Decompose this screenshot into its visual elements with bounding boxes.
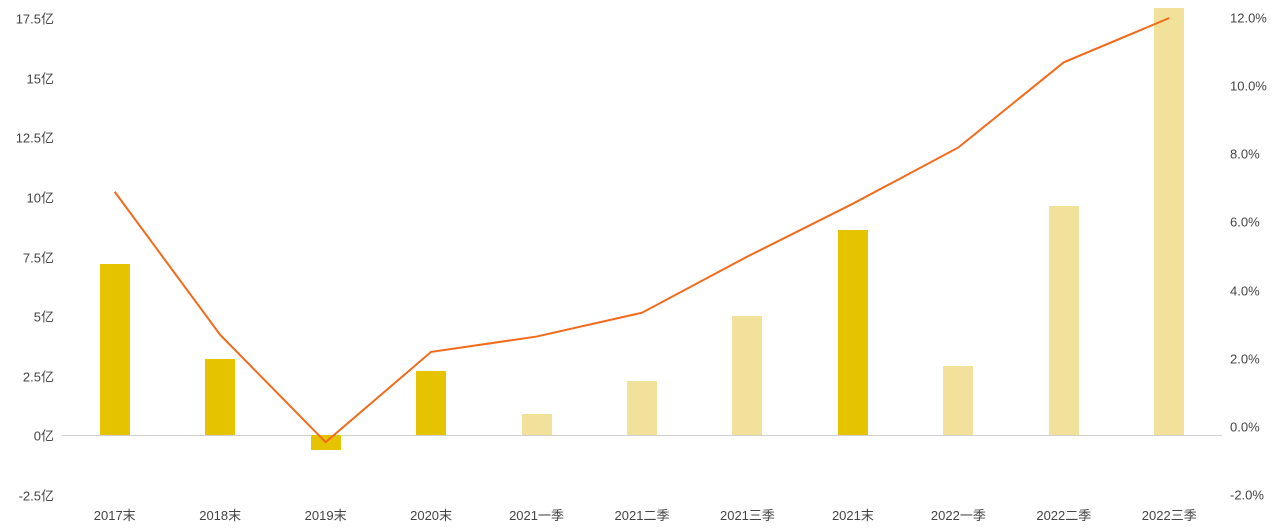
bar [100,264,130,436]
y-left-tick-label: 15亿 [27,68,54,87]
y-left-tick-label: 2.5亿 [23,366,54,385]
y-right-tick-label: 8.0% [1230,147,1260,162]
y-right-tick-label: 2.0% [1230,351,1260,366]
bar [416,371,446,435]
x-tick-label: 2018末 [199,505,241,524]
y-left-tick-label: 7.5亿 [23,247,54,266]
zero-axis-line [62,435,1222,436]
x-tick-label: 2017末 [94,505,136,524]
line-layer [0,0,1279,530]
x-tick-label: 2021末 [832,505,874,524]
bar [627,381,657,436]
x-tick-label: 2021一季 [509,505,564,524]
y-right-tick-label: -2.0% [1230,488,1264,503]
x-tick-label: 2019末 [305,505,347,524]
x-tick-label: 2022三季 [1142,505,1197,524]
x-tick-label: 2021二季 [615,505,670,524]
bar [522,414,552,435]
y-left-tick-label: 0亿 [34,426,54,445]
bar [311,435,341,449]
bar [1049,206,1079,435]
x-tick-label: 2020末 [410,505,452,524]
y-right-tick-label: 4.0% [1230,283,1260,298]
y-left-tick-label: 10亿 [27,187,54,206]
bar [1154,8,1184,435]
y-left-tick-label: 5亿 [34,307,54,326]
y-left-tick-label: -2.5亿 [19,486,54,505]
y-right-tick-label: 12.0% [1230,11,1267,26]
x-tick-label: 2021三季 [720,505,775,524]
x-tick-label: 2022一季 [931,505,986,524]
line-series [115,18,1170,442]
bar [732,316,762,435]
x-tick-label: 2022二季 [1036,505,1091,524]
bar [205,359,235,435]
y-right-tick-label: 10.0% [1230,79,1267,94]
y-right-tick-label: 0.0% [1230,419,1260,434]
y-right-tick-label: 6.0% [1230,215,1260,230]
y-left-tick-label: 12.5亿 [16,128,54,147]
bar [943,366,973,435]
combo-chart: -2.5亿 0亿 2.5亿 5亿 7.5亿 10亿 12.5亿 15亿 17.5亿 -2.0% 0.… [0,0,1279,530]
y-left-tick-label: 17.5亿 [16,9,54,28]
bar [838,230,868,435]
